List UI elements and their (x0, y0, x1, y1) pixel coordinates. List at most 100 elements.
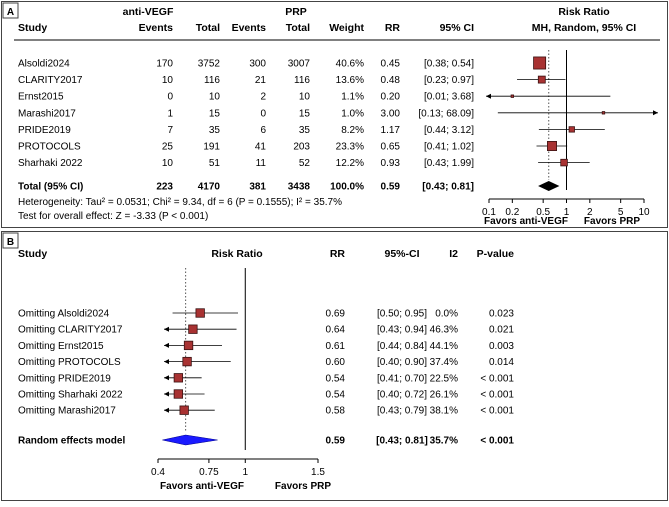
a-cell-ci_text: [0.01; 3.68] (424, 92, 474, 103)
a-cell-t2: 35 (299, 125, 311, 136)
b-ci-header: 95%-CI (384, 248, 419, 260)
a-total-e2: 381 (249, 182, 266, 193)
a-study-mark (538, 126, 605, 133)
a-study-square (537, 75, 546, 84)
a-cell-t2: 52 (299, 158, 311, 169)
b-x-tick-label: 0.4 (151, 467, 165, 478)
b-study-mark (164, 340, 222, 351)
b-cell-rr_text: 0.54 (326, 390, 346, 401)
b-study-square (183, 340, 194, 351)
a-total-name: Total (95% CI) (18, 182, 83, 193)
b-study-row: Omitting Alsoldi2024 0.69 [0.50; 0.95] 0.0%… (18, 309, 514, 320)
a-favors-left: Favors anti-VEGF (484, 216, 568, 227)
b-x-tick-label: 0.75 (199, 467, 219, 478)
a-cell-t1: 10 (209, 92, 221, 103)
b-cell-ci_text: [0.43; 0.79] (377, 406, 427, 417)
b-study-name: Omitting PRIDE2019 (18, 373, 111, 384)
b-cell-ci_text: [0.50; 0.95] (377, 309, 427, 320)
b-study-mark (172, 308, 238, 318)
b-total-ci_text: [0.43; 0.81] (376, 436, 428, 447)
b-cell-rr_text: 0.69 (326, 309, 346, 320)
b-study-name: Omitting Ernst2015 (18, 341, 104, 352)
a-cell-weight: 1.1% (341, 92, 364, 103)
b-cell-p: < 0.001 (480, 390, 514, 401)
total1-header: Total (196, 22, 220, 34)
b-study-header: Study (18, 248, 47, 260)
b-study-name: Omitting Marashi2017 (18, 406, 116, 417)
a-study-name: PROTOCOLS (18, 142, 81, 153)
panel-a-label-box (2, 2, 19, 19)
b-study-name: Omitting PROTOCOLS (18, 357, 121, 368)
b-cell-i2: 38.1% (430, 406, 458, 417)
b-cell-i2: 37.4% (430, 357, 458, 368)
panel-b-frame (1, 231, 668, 501)
a-total-rr_text: 0.59 (381, 182, 401, 193)
a-cell-t2: 15 (299, 108, 311, 119)
a-study-mark (538, 158, 590, 167)
b-ci-arrow-left (164, 342, 169, 348)
a-cell-e2: 2 (260, 92, 266, 103)
a-study-mark (533, 56, 547, 70)
a-cell-t1: 35 (209, 125, 221, 136)
a-cell-e1: 7 (167, 125, 173, 136)
a-cell-t1: 191 (203, 142, 220, 153)
a-study-row: Marashi2017 1 15 0 15 1.0% 3.00 [0.13; 68.09] (18, 108, 474, 119)
b-study-row: Omitting PRIDE2019 0.54 [0.41; 0.70] 22.5% <… (18, 373, 514, 384)
b-summary-diamond (162, 434, 218, 446)
b-cell-ci_text: [0.43; 0.94] (377, 325, 427, 336)
a-study-square (601, 111, 606, 115)
b-study-square (182, 356, 192, 367)
b-ci-arrow-left (164, 375, 169, 381)
a-summary-diamond (538, 181, 560, 191)
b-cell-rr_text: 0.61 (326, 341, 346, 352)
a-study-name: Alsoldi2024 (18, 59, 70, 70)
overall-effect-text: Test for overall effect: Z = -3.33 (P < … (18, 211, 208, 222)
plot-subtitle-header: MH, Random, 95% CI (532, 22, 637, 34)
panel-b-rows: Omitting Alsoldi2024 0.69 [0.50; 0.95] 0.0%… (18, 309, 514, 447)
b-cell-i2: 26.1% (430, 390, 458, 401)
a-x-tick-label: 5 (618, 207, 624, 218)
a-cell-t1: 51 (209, 158, 221, 169)
b-cell-ci_text: [0.40; 0.90] (377, 357, 427, 368)
a-study-square (510, 94, 514, 98)
a-study-mark (536, 141, 568, 151)
a-total-row: Total (95% CI) 223 4170 381 3438 100.0% 0.59 [0… (18, 182, 474, 193)
b-rr-header: RR (330, 248, 346, 260)
b-p-header: P-value (477, 248, 515, 260)
a-cell-t2: 116 (294, 75, 310, 86)
a-total-weight: 100.0% (330, 182, 364, 193)
a-total-e1: 223 (156, 182, 173, 193)
b-study-square (173, 373, 184, 383)
a-x-tick-label: 0.2 (505, 207, 519, 218)
a-cell-e1: 10 (162, 75, 174, 86)
b-i2-header: I2 (449, 248, 458, 260)
b-study-row: Omitting Marashi2017 0.58 [0.43; 0.79] 38.1… (18, 406, 514, 417)
b-study-square (179, 405, 189, 415)
b-cell-ci_text: [0.40; 0.72] (377, 390, 427, 401)
panel-b-label: B (7, 237, 14, 248)
a-study-mark (517, 75, 566, 84)
a-total-t1: 4170 (198, 182, 221, 193)
b-cell-i2: 22.5% (430, 373, 458, 384)
b-ci-arrow-left (164, 326, 169, 332)
a-cell-e1: 25 (162, 142, 174, 153)
b-study-row: Omitting PROTOCOLS 0.60 [0.40; 0.90] 37.4% 0… (18, 357, 514, 368)
a-study-row: Sharhaki 2022 10 51 11 52 12.2% 0.93 [0.43; 1.9… (18, 158, 474, 169)
b-ci-arrow-left (164, 407, 169, 413)
a-cell-t2: 203 (293, 142, 310, 153)
b-ci-arrow-left (164, 391, 169, 397)
a-cell-rr_text: 0.65 (381, 142, 401, 153)
a-study-row: CLARITY2017 10 116 21 116 13.6% 0.48 [0.23; 0.9… (18, 75, 474, 86)
panel-a-frame (1, 1, 668, 228)
b-study-square (173, 389, 184, 399)
a-x-tick-label: 2 (587, 207, 593, 218)
a-cell-rr_text: 3.00 (381, 108, 401, 119)
a-cell-t2: 10 (299, 92, 311, 103)
group1-header: anti-VEGF (123, 6, 174, 18)
b-study-mark (164, 356, 231, 367)
b-cell-p: < 0.001 (480, 373, 514, 384)
a-study-name: Sharhaki 2022 (18, 158, 83, 169)
a-cell-ci_text: [0.23; 0.97] (424, 75, 474, 86)
a-cell-t1: 116 (204, 75, 220, 86)
